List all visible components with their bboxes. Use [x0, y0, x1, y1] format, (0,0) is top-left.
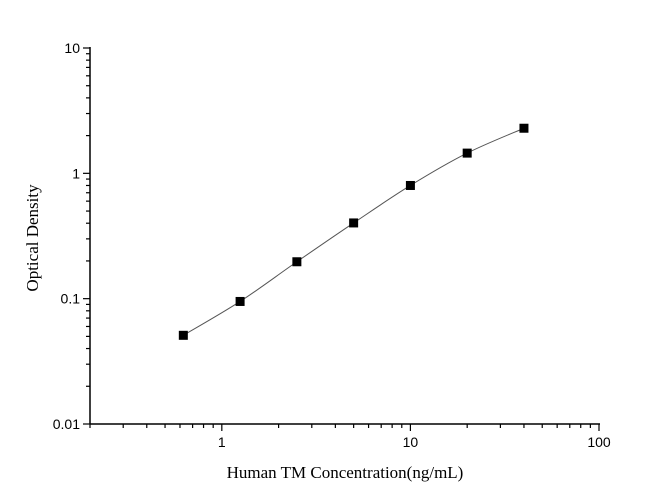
- x-tick-label: 100: [587, 434, 611, 450]
- data-point: [292, 257, 302, 267]
- data-points: [178, 123, 529, 340]
- data-point: [405, 180, 415, 190]
- y-tick-label: 0.01: [53, 416, 80, 432]
- y-tick-label: 0.1: [61, 291, 81, 307]
- x-tick-label: 10: [403, 434, 419, 450]
- x-tick-label: 1: [218, 434, 226, 450]
- fit-curve-group: [183, 127, 525, 336]
- x-axis-label: Human TM Concentration(ng/mL): [227, 463, 464, 482]
- data-point: [178, 330, 188, 340]
- data-point: [349, 218, 359, 228]
- axes: 1 10 100 0.01 0.1 1 10: [53, 40, 611, 450]
- data-point: [235, 296, 245, 306]
- data-point: [462, 148, 472, 158]
- y-tick-label: 10: [64, 40, 80, 56]
- y-tick-label: 1: [72, 165, 80, 181]
- fit-curve: [183, 127, 525, 336]
- data-point: [519, 123, 529, 133]
- y-axis-label: Optical Density: [23, 184, 42, 292]
